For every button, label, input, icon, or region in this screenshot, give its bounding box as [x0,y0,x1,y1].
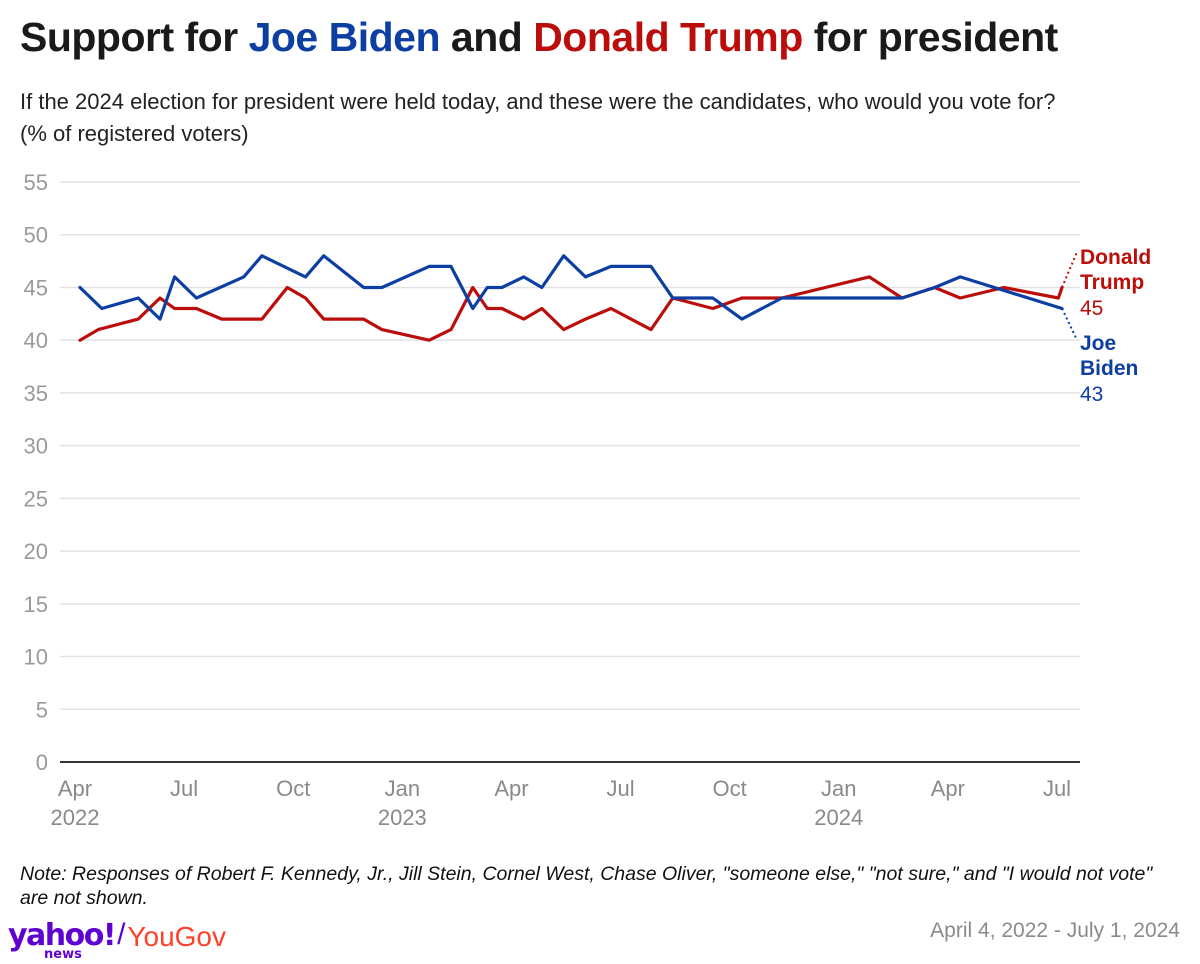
subtitle-question: If the 2024 election for president were … [20,89,1056,114]
subtitle-unit: (% of registered voters) [20,121,249,146]
biden-end-label-line2: Biden [1080,357,1138,380]
x-tick-label-4: Apr [494,776,528,801]
chart-subtitle: If the 2024 election for president were … [20,86,1190,150]
trump-end-label-line2: Trump [1080,271,1144,294]
y-tick-label-15: 15 [24,592,48,617]
biden-end-label-line1: Joe [1080,332,1116,355]
logo-slash: / [117,918,126,951]
line-chart: 0 5 10 15 20 25 30 35 40 45 50 55 Apr 2022 Jul Oct Jan 20… [24,170,1152,830]
yougov-logo: YouGov [127,921,227,952]
biden-series-line [78,254,1064,321]
y-tick-label-5: 5 [36,697,48,722]
chart-title: Support for Joe Biden and Donald Trump f… [20,14,1058,61]
x-tick-label-6: Oct [713,776,747,801]
y-tick-label-30: 30 [24,434,48,459]
x-tick-label-0: Apr [58,776,92,801]
title-prefix: Support for [20,14,249,60]
y-tick-label-25: 25 [24,486,48,511]
x-tick-year-0: 2022 [51,805,100,830]
x-tick-label-5: Jul [606,776,634,801]
x-tick-year-7: 2024 [814,805,863,830]
x-tick-label-9: Jul [1043,776,1071,801]
chart-note: Note: Responses of Robert F. Kennedy, Jr… [20,863,1153,909]
y-tick-label-20: 20 [24,539,48,564]
yahoo-logo-text: yahoo! [8,918,117,953]
yahoo-logo: yahoo! news [8,918,117,962]
title-trump: Donald Trump [533,14,803,60]
y-tick-label-0: 0 [36,750,48,775]
y-tick-label-10: 10 [24,645,48,670]
y-tick-label-40: 40 [24,328,48,353]
biden-label-leader [1061,308,1078,341]
trump-end-value: 45 [1080,297,1103,320]
y-tick-label-45: 45 [24,275,48,300]
trump-label-leader [1061,251,1078,288]
yahoo-yougov-logo: yahoo! news/YouGov [8,918,226,962]
title-suffix: for president [802,14,1059,60]
x-tick-label-3: Jan [385,776,420,801]
y-tick-label-35: 35 [24,381,48,406]
date-range: April 4, 2022 - July 1, 2024 [930,919,1180,942]
title-middle: and [440,14,534,60]
trump-series-line [78,275,1064,342]
trump-end-label-line1: Donald [1080,246,1151,269]
x-tick-label-1: Jul [170,776,198,801]
y-tick-label-55: 55 [24,170,48,195]
x-tick-label-8: Apr [931,776,965,801]
y-tick-label-50: 50 [24,223,48,248]
x-tick-label-7: Jan [821,776,856,801]
x-tick-label-2: Oct [276,776,310,801]
title-biden: Joe Biden [248,14,441,60]
biden-end-value: 43 [1080,383,1103,406]
yahoo-news-text: news [44,947,82,962]
x-tick-year-3: 2023 [378,805,427,830]
